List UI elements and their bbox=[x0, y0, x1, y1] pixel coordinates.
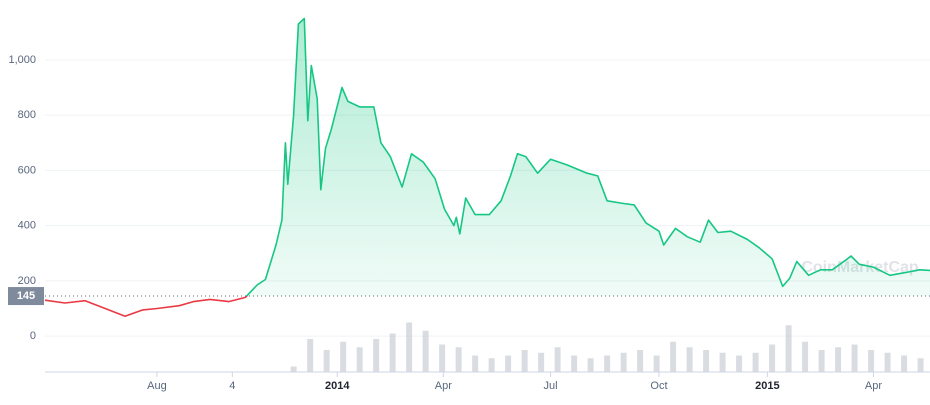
volume-bar bbox=[868, 350, 875, 372]
volume-bar bbox=[340, 341, 347, 372]
x-tick-label: Jul bbox=[544, 380, 558, 392]
x-tick-label: 4 bbox=[229, 380, 235, 392]
x-tick-label: 2015 bbox=[755, 380, 779, 392]
y-tick-label: 400 bbox=[18, 220, 36, 232]
price-line bbox=[44, 17, 930, 317]
volume-bar bbox=[455, 347, 462, 372]
volume-bar bbox=[851, 344, 858, 372]
volume-bar bbox=[439, 344, 446, 372]
volume-bar bbox=[901, 355, 908, 372]
volume-bar bbox=[538, 352, 545, 372]
area bbox=[45, 18, 930, 297]
volume-bar bbox=[323, 350, 330, 372]
y-tick-label: 200 bbox=[18, 275, 36, 287]
volume-bar bbox=[736, 355, 743, 372]
volume-bar bbox=[785, 325, 792, 372]
volume-bar bbox=[917, 358, 924, 372]
volume-bar bbox=[307, 339, 314, 372]
y-tick-label: 800 bbox=[18, 109, 36, 121]
x-tick-label: Apr bbox=[435, 380, 452, 392]
volume-bar bbox=[703, 350, 710, 372]
volume-bar bbox=[604, 355, 611, 372]
volume-bar bbox=[769, 344, 776, 372]
volume-bar bbox=[406, 322, 413, 372]
x-tick-label: Oct bbox=[650, 380, 667, 392]
y-tick-label: 1,000 bbox=[8, 54, 36, 66]
x-tick-label: 2014 bbox=[325, 380, 350, 392]
baseline-label-box bbox=[8, 287, 44, 306]
volume-bar bbox=[521, 350, 528, 372]
x-tick-label: Apr bbox=[865, 380, 882, 392]
volume-bar bbox=[422, 330, 429, 372]
baseline-label: 145 bbox=[17, 290, 35, 302]
volume-bar bbox=[835, 347, 842, 372]
volume-bar bbox=[505, 355, 512, 372]
volume-bar bbox=[389, 333, 396, 372]
volume-bar bbox=[884, 352, 891, 372]
volume-bar bbox=[356, 347, 363, 372]
volume-bar bbox=[472, 355, 479, 372]
volume-bar bbox=[637, 350, 644, 372]
volume-bar bbox=[818, 350, 825, 372]
volume-bar bbox=[802, 341, 809, 372]
volume-bar bbox=[488, 358, 495, 372]
volume-bar bbox=[686, 347, 693, 372]
x-tick-label: Aug bbox=[147, 380, 167, 392]
volume-bar bbox=[290, 366, 297, 372]
volume-bar bbox=[373, 339, 380, 372]
volume-bar bbox=[587, 358, 594, 372]
volume-bar bbox=[719, 352, 726, 372]
volume-bar bbox=[620, 352, 627, 372]
volume-bar bbox=[752, 352, 759, 372]
volume-bar bbox=[554, 347, 561, 372]
volume-bar bbox=[571, 355, 578, 372]
y-tick-label: 0 bbox=[30, 330, 36, 342]
volume-bar bbox=[653, 355, 660, 372]
volume-bar bbox=[670, 341, 677, 372]
y-tick-label: 600 bbox=[18, 164, 36, 176]
